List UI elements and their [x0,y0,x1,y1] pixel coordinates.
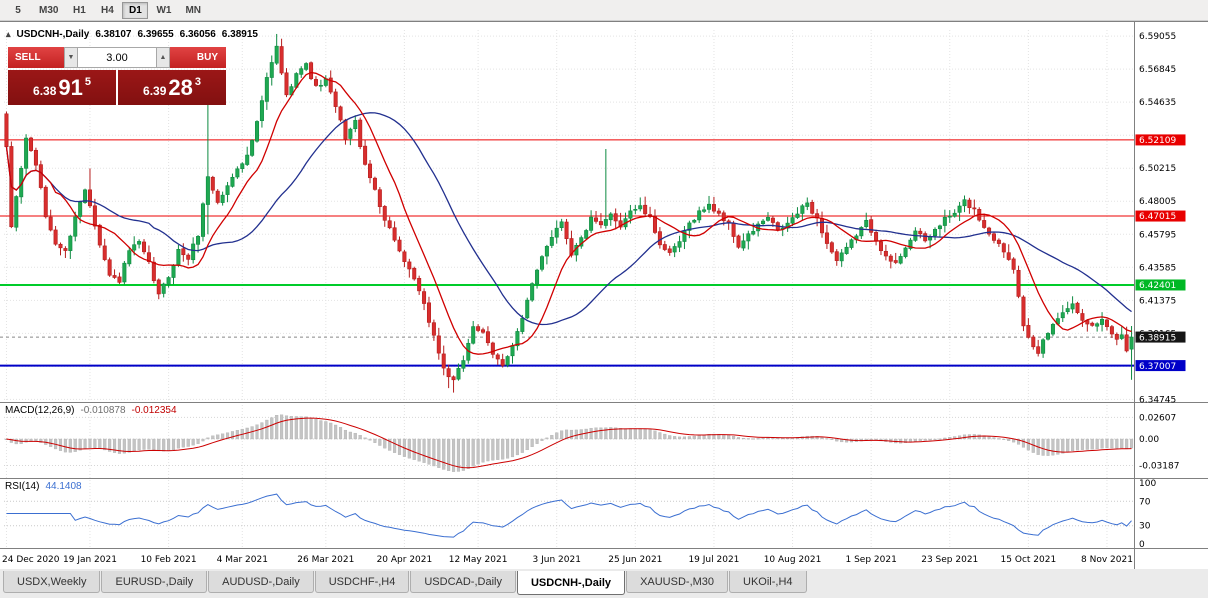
svg-text:-0.03187: -0.03187 [1139,461,1179,471]
trade-panel-top-row: SELL ▼ 3.00 ▲ BUY [8,47,226,68]
svg-text:6.54635: 6.54635 [1139,98,1176,108]
timeframe-button-h1[interactable]: H1 [73,4,86,16]
trade-panel-price-row: 6.38 91 5 6.39 28 3 [8,70,226,105]
timeframe-button-5[interactable]: 5 [15,4,21,16]
moving-average-lines [5,71,1132,355]
svg-text:6.59055: 6.59055 [1139,32,1176,42]
timeframe-button-m30[interactable]: M30 [39,4,59,16]
svg-text:6.48005: 6.48005 [1139,197,1176,207]
svg-text:6.47015: 6.47015 [1139,212,1176,222]
volume-input[interactable]: 3.00 [78,47,156,68]
volume-increase-button[interactable]: ▲ [156,47,170,68]
svg-text:70: 70 [1139,497,1151,507]
rsi-line [6,493,1132,538]
tab-usdcad-daily[interactable]: USDCAD-,Daily [410,571,516,593]
tab-usdx-weekly[interactable]: USDX,Weekly [3,571,101,593]
svg-text:8 Nov 2021: 8 Nov 2021 [1081,555,1133,565]
svg-text:6.45795: 6.45795 [1139,230,1176,240]
svg-text:24 Dec 2020: 24 Dec 2020 [2,555,60,565]
sell-price-button[interactable]: 6.38 91 5 [8,70,116,105]
buy-price-pips: 28 [168,74,193,100]
chart-window[interactable]: 6.347456.391656.413756.435856.457956.480… [0,21,1208,569]
tab-xauusd-m30[interactable]: XAUUSD-,M30 [626,571,729,593]
chart-tabs-bar: USDX,Weekly EURUSD-,Daily AUDUSD-,Daily USD… [0,568,1208,598]
svg-text:100: 100 [1139,479,1156,489]
buy-button[interactable]: BUY [170,47,226,68]
svg-text:26 Mar 2021: 26 Mar 2021 [297,555,354,565]
svg-text:30: 30 [1139,522,1151,532]
svg-text:6.43585: 6.43585 [1139,263,1176,273]
tab-usdchf-h4[interactable]: USDCHF-,H4 [314,571,410,593]
grid [4,30,1134,548]
svg-text:19 Jan 2021: 19 Jan 2021 [63,555,117,565]
timeframe-button-w1[interactable]: W1 [156,4,172,16]
svg-text:10 Aug 2021: 10 Aug 2021 [764,555,822,565]
macd-signal-line [6,417,1132,469]
one-click-trading-panel: SELL ▼ 3.00 ▲ BUY 6.38 91 5 6.39 28 3 [8,47,226,105]
one-click-collapse-icon[interactable]: ▴ [6,29,11,39]
buy-price-button[interactable]: 6.39 28 3 [118,70,226,105]
svg-text:20 Apr 2021: 20 Apr 2021 [377,555,433,565]
buy-price-point: 3 [194,76,201,88]
svg-text:19 Jul 2021: 19 Jul 2021 [688,555,739,565]
sell-price-pips: 91 [58,74,83,100]
svg-text:6.38915: 6.38915 [1139,333,1176,343]
tab-ukoil-h4[interactable]: UKOil-,H4 [729,571,807,593]
timeframe-toolbar: 5 M30 H1 H4 D1 W1 MN [0,0,1208,21]
time-axis-labels: 24 Dec 2020 19 Jan 2021 10 Feb 2021 4 Mar 2… [2,555,1133,565]
svg-text:6.42401: 6.42401 [1139,281,1176,291]
svg-text:1 Sep 2021: 1 Sep 2021 [845,555,896,565]
svg-text:25 Jun 2021: 25 Jun 2021 [608,555,662,565]
level-price-badge-6.52109[interactable]: 6.52109 [1135,134,1186,146]
candles [4,33,1134,393]
price-axis[interactable] [1134,22,1208,548]
svg-text:3 Jun 2021: 3 Jun 2021 [533,555,581,565]
svg-text:6.34745: 6.34745 [1139,395,1176,405]
timeframe-button-h4[interactable]: H4 [101,4,114,16]
svg-text:15 Oct 2021: 15 Oct 2021 [1001,555,1057,565]
buy-price-figure: 6.39 [143,84,167,98]
time-axis[interactable] [0,547,1134,568]
svg-text:10 Feb 2021: 10 Feb 2021 [141,555,197,565]
level-price-badge-6.37007[interactable]: 6.37007 [1135,360,1186,372]
tab-usdcnh-daily[interactable]: USDCNH-,Daily [516,571,626,595]
svg-text:0.02607: 0.02607 [1139,413,1176,423]
timeframe-button-mn[interactable]: MN [185,4,202,16]
level-price-badge-6.42401[interactable]: 6.42401 [1135,279,1186,291]
svg-text:23 Sep 2021: 23 Sep 2021 [921,555,978,565]
sell-price-point: 5 [84,76,91,88]
tab-eurusd-daily[interactable]: EURUSD-,Daily [101,571,208,593]
svg-text:6.50215: 6.50215 [1139,164,1176,174]
svg-text:0: 0 [1139,540,1145,550]
svg-text:12 May 2021: 12 May 2021 [449,555,508,565]
svg-text:0.00: 0.00 [1139,435,1159,445]
tab-audusd-daily[interactable]: AUDUSD-,Daily [208,571,314,593]
svg-text:6.37007: 6.37007 [1139,362,1176,372]
svg-text:6.41375: 6.41375 [1139,296,1176,306]
pane-separators[interactable] [0,22,1208,569]
svg-text:6.56845: 6.56845 [1139,65,1176,75]
volume-decrease-button[interactable]: ▼ [64,47,78,68]
sell-price-figure: 6.38 [33,84,57,98]
current-price-badge[interactable]: 6.38915 [1135,331,1186,344]
level-price-badge-6.47015[interactable]: 6.47015 [1135,210,1186,223]
sell-button[interactable]: SELL [8,47,64,68]
svg-text:4 Mar 2021: 4 Mar 2021 [217,555,268,565]
price-chart[interactable]: 6.347456.391656.413756.435856.457956.480… [0,22,1208,569]
svg-text:6.52109: 6.52109 [1139,136,1176,146]
timeframe-button-d1[interactable]: D1 [122,1,149,19]
